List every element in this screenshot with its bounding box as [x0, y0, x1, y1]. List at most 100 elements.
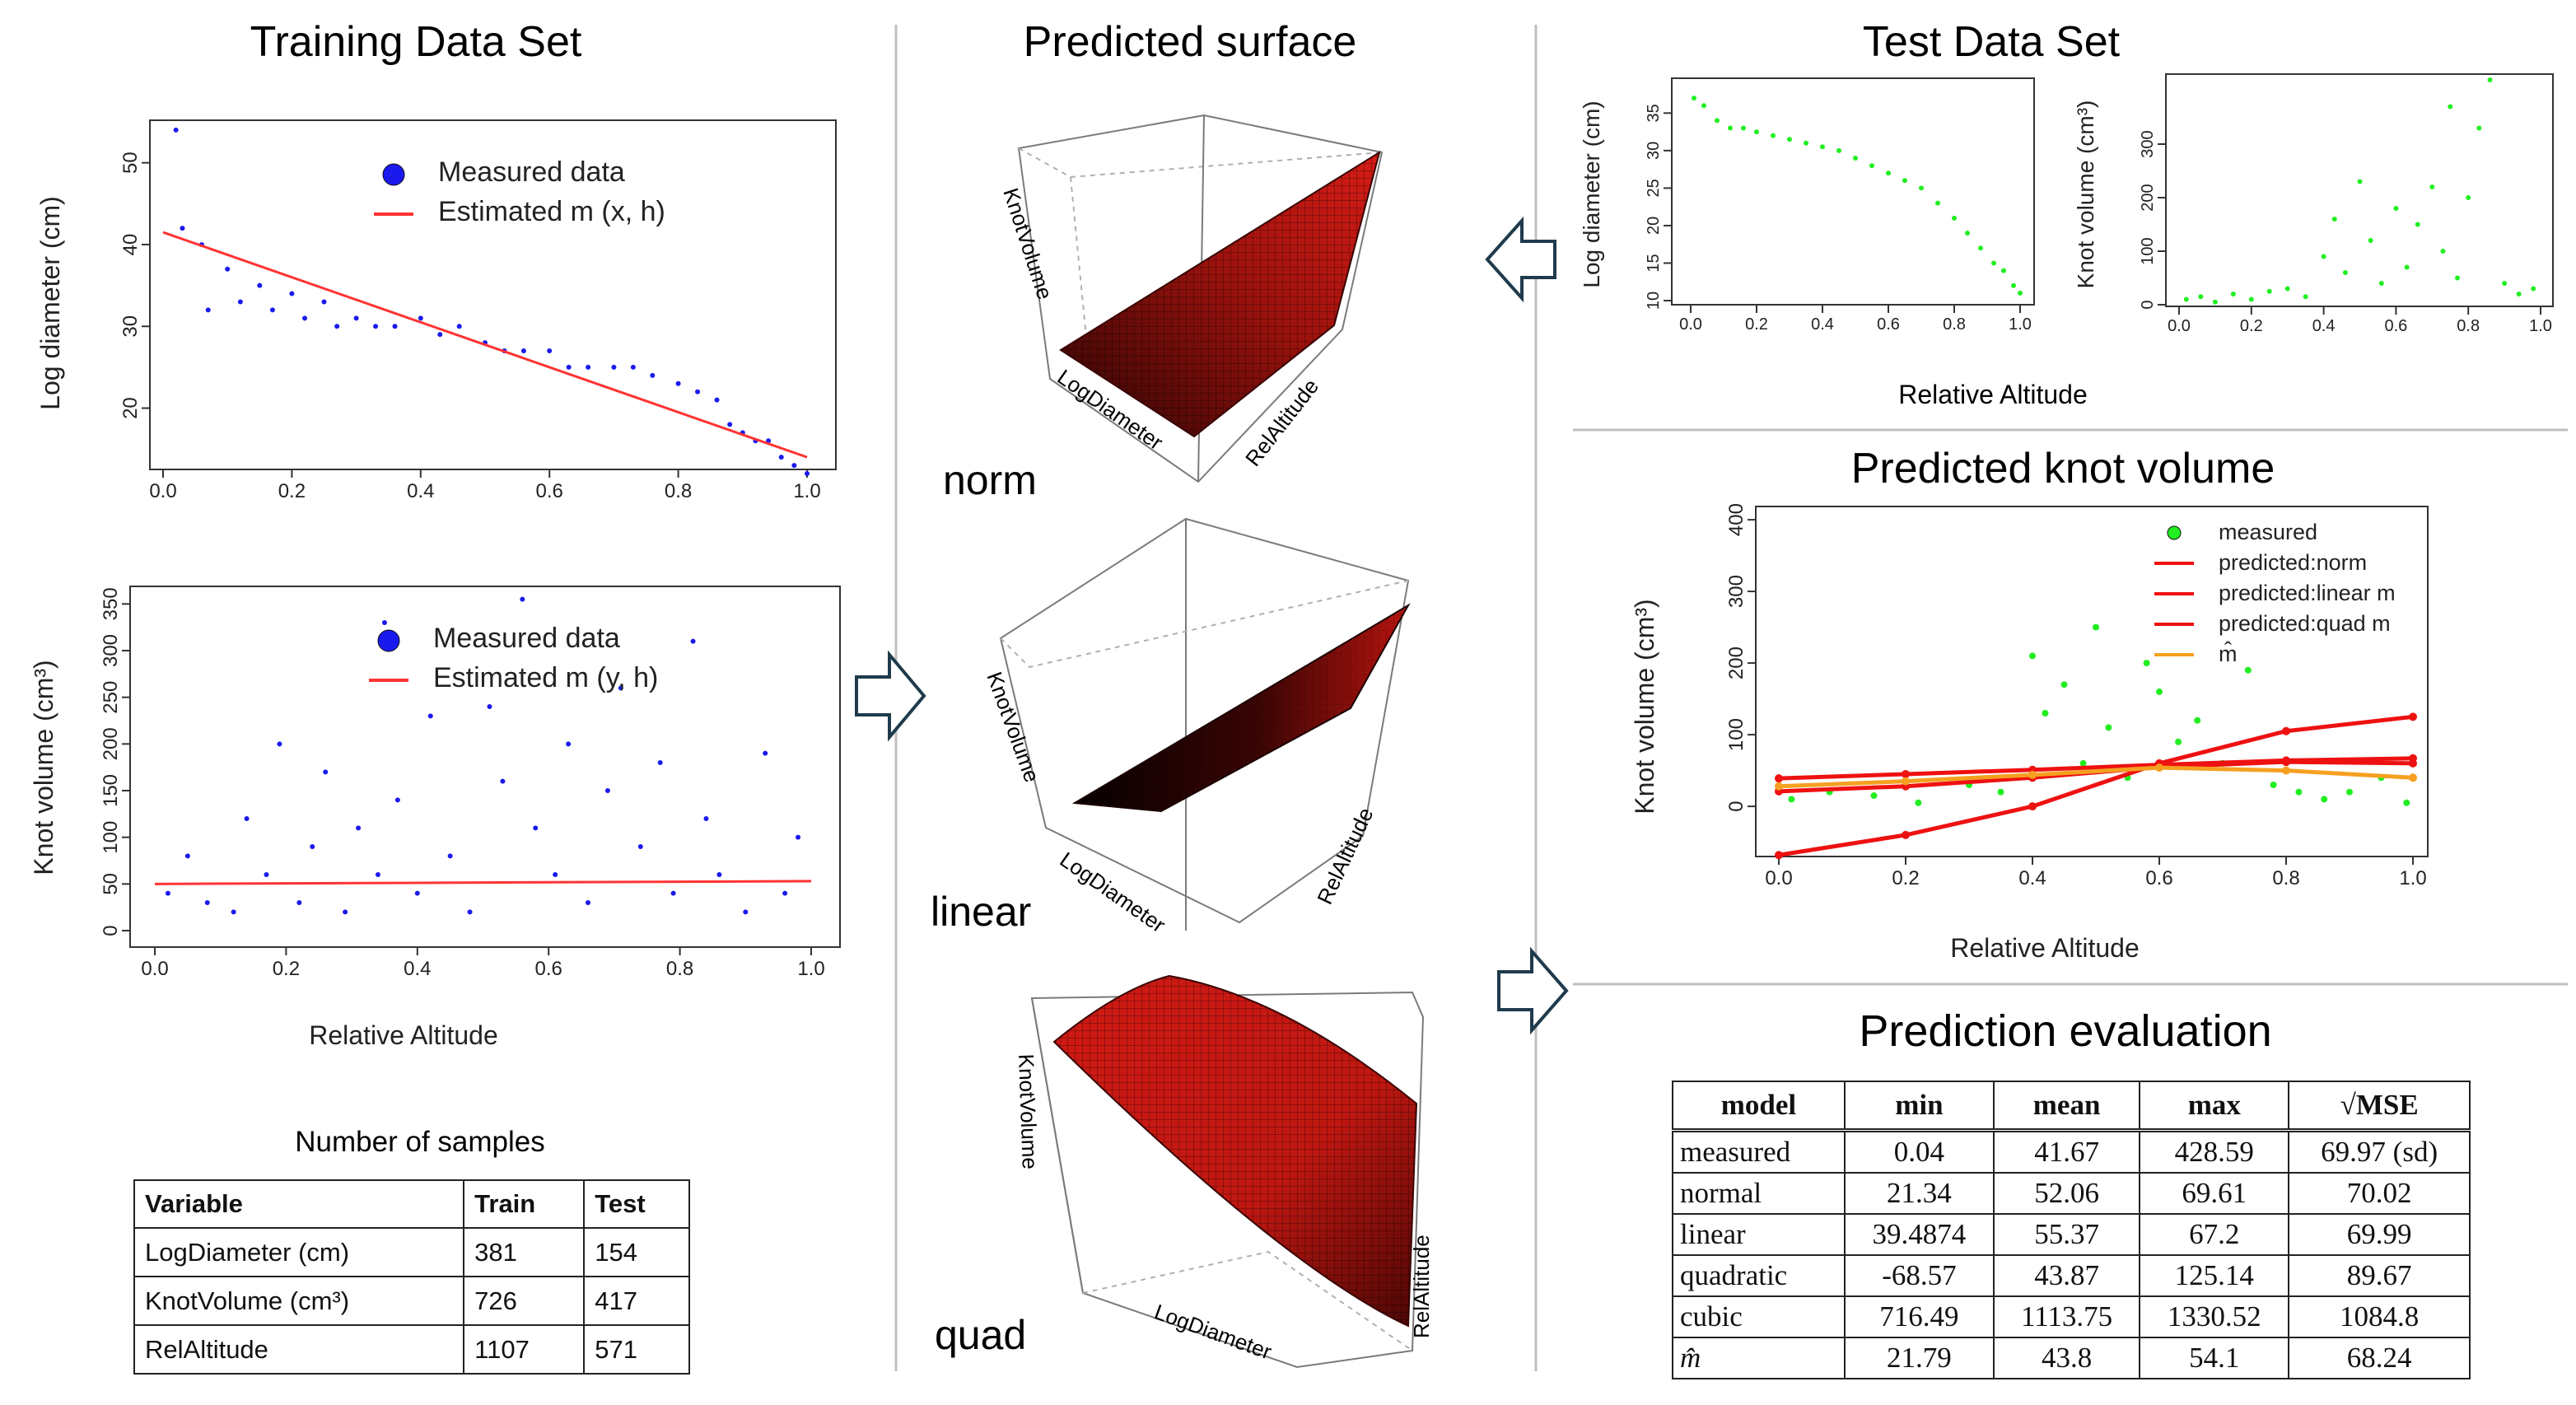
data-point [650, 372, 656, 378]
chart-predicted-knot: 0.0 0.2 0.4 0.6 0.8 1.0 0 100 200 300 400 Knot volu… [1630, 503, 2429, 963]
legend-label: m̂ [2219, 642, 2238, 666]
data-point [205, 307, 211, 313]
data-point [2295, 788, 2303, 796]
data-point [2440, 249, 2446, 254]
y-axis-label: Log diameter (cm) [35, 196, 65, 410]
data-point [714, 397, 720, 403]
data-point [302, 315, 308, 321]
x-tick-label: 0.8 [2457, 317, 2480, 335]
x-tick-label: 1.0 [2009, 315, 2032, 334]
surface-title: Predicted surface [1024, 18, 1357, 66]
eval-model: m̂ [1672, 1337, 1846, 1379]
y-tick-label: 300 [1725, 575, 1748, 608]
x-tick-label: 1.0 [2399, 867, 2426, 889]
y-tick-label: 20 [1645, 217, 1663, 235]
series-marker [2282, 766, 2290, 775]
samples-test: 571 [583, 1324, 690, 1375]
surface-norm: KnotVolume LogDiameter RelAltitude norm [943, 114, 1384, 503]
y-tick-label: 350 [100, 587, 122, 620]
data-point [630, 364, 636, 370]
series-marker [2409, 773, 2417, 782]
table-row: linear 39.4874 55.37 67.2 69.99 [1672, 1213, 2471, 1256]
data-point [611, 364, 617, 370]
data-point [805, 471, 810, 476]
chart-train-knot: 0.0 0.2 0.4 0.6 0.8 1.0 0 50 100 150 200 250 300 350 K… [29, 586, 841, 1050]
y-tick-label: 15 [1645, 254, 1663, 272]
data-point [1728, 125, 1733, 131]
data-point [2342, 270, 2348, 275]
x-axis-label: Relative Altitude [309, 1020, 497, 1050]
data-point [1692, 96, 1696, 101]
data-point [231, 909, 236, 915]
data-point [2042, 710, 2049, 717]
series-marker [1902, 777, 1910, 786]
eval-max: 69.61 [2139, 1172, 2290, 1215]
series-marker [1902, 769, 1910, 778]
data-point [394, 797, 400, 803]
eval-min: -68.57 [1843, 1254, 1995, 1297]
data-point [2531, 286, 2536, 292]
data-point [566, 364, 572, 370]
data-point [1853, 155, 1858, 161]
x-axis-label: Relative Altitude [1950, 933, 2139, 963]
data-point [791, 463, 797, 469]
data-point [2429, 184, 2435, 189]
plot-frame [149, 119, 837, 470]
series-marker [2409, 712, 2417, 721]
data-point [2346, 788, 2353, 796]
data-point [1787, 137, 1792, 142]
y-tick-label: 250 [100, 681, 122, 714]
series-marker [1775, 774, 1783, 783]
y-axis-label: Knot volume (cm³) [29, 660, 58, 875]
samples-table: Variable Train Test LogDiameter (cm) 381… [133, 1179, 690, 1375]
eval-header-row: model min mean max √MSE [1672, 1081, 2471, 1132]
eval-header-model: model [1672, 1081, 1846, 1132]
data-point [467, 909, 473, 915]
data-point [2244, 666, 2252, 674]
samples-test: 417 [583, 1276, 690, 1326]
x-tick-label: 0.8 [1943, 315, 1966, 334]
x-tick-label: 0.0 [2168, 317, 2191, 335]
x-tick-label: 0.4 [404, 958, 431, 980]
data-point [1820, 144, 1825, 150]
samples-variable: RelAltitude [133, 1324, 465, 1375]
data-point [1902, 178, 1907, 184]
samples-train: 726 [463, 1276, 586, 1326]
data-point [2516, 292, 2522, 296]
plot-frame [129, 586, 841, 948]
data-point [2183, 296, 2189, 302]
data-point [2156, 688, 2163, 695]
eval-model: normal [1672, 1172, 1846, 1215]
data-point [1978, 245, 1983, 251]
data-point [2001, 268, 2006, 273]
data-point [1870, 792, 1878, 800]
eval-mean: 55.37 [1992, 1213, 2141, 1256]
data-point [2331, 217, 2337, 222]
y-tick-label: 50 [100, 873, 122, 895]
surface-quad-zaxis: KnotVolume [1014, 1053, 1043, 1169]
data-point [1991, 260, 1996, 266]
legend-marker [382, 163, 405, 186]
y-axis-label: Log diameter (cm) [1579, 100, 1604, 287]
eval-model: linear [1672, 1213, 1846, 1256]
data-point [392, 324, 398, 329]
data-point [2321, 796, 2328, 803]
data-point [2105, 724, 2112, 731]
data-point [165, 890, 170, 896]
data-point [1886, 170, 1891, 176]
data-point [2212, 299, 2218, 305]
eval-header-max: max [2139, 1081, 2290, 1132]
legend-label: predicted:quad m [2219, 611, 2391, 636]
series-marker [2282, 756, 2290, 765]
data-point [310, 844, 315, 849]
data-point [244, 816, 250, 821]
table-row: measured 0.04 41.67 428.59 69.97 (sd) [1672, 1128, 2471, 1174]
x-tick-label: 0.4 [407, 480, 434, 502]
samples-test: 154 [583, 1227, 690, 1277]
table-row: quadratic -68.57 43.87 125.14 89.67 [1672, 1254, 2471, 1297]
eval-title: Prediction evaluation [1859, 1006, 2271, 1056]
surface-linear-zaxis: KnotVolume [982, 669, 1044, 786]
data-point [269, 307, 275, 313]
x-tick-label: 0.8 [666, 958, 693, 980]
y-tick-label: 30 [119, 315, 142, 338]
